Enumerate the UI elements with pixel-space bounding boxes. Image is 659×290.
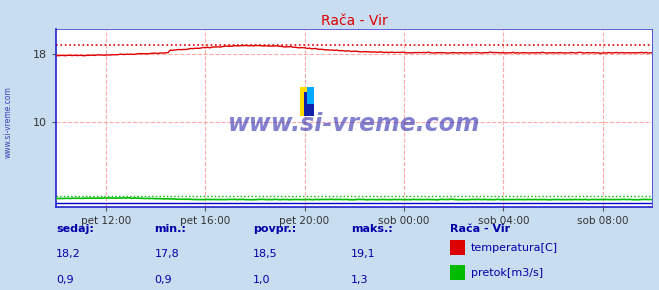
Text: 18,5: 18,5 [253,249,277,259]
Bar [304,92,307,104]
Title: Rača - Vir: Rača - Vir [321,14,387,28]
Text: 1,3: 1,3 [351,275,369,284]
Text: 1,0: 1,0 [253,275,270,284]
Text: 18,2: 18,2 [56,249,81,259]
Text: 0,9: 0,9 [56,275,74,284]
Text: 0,9: 0,9 [154,275,172,284]
Bar [304,104,314,116]
Bar [300,87,307,116]
Text: povpr.:: povpr.: [253,224,296,234]
Bar [307,87,314,104]
Text: temperatura[C]: temperatura[C] [471,243,558,253]
Text: pretok[m3/s]: pretok[m3/s] [471,268,542,278]
Text: 19,1: 19,1 [351,249,376,259]
Text: www.si-vreme.com: www.si-vreme.com [3,86,13,158]
Text: sedaj:: sedaj: [56,224,94,234]
Text: 17,8: 17,8 [154,249,179,259]
Text: www.si-vreme.com: www.si-vreme.com [228,112,480,135]
Bar [449,240,465,255]
Text: maks.:: maks.: [351,224,393,234]
Text: min.:: min.: [154,224,186,234]
Text: Rača - Vir: Rača - Vir [449,224,510,234]
Bar [449,265,465,280]
